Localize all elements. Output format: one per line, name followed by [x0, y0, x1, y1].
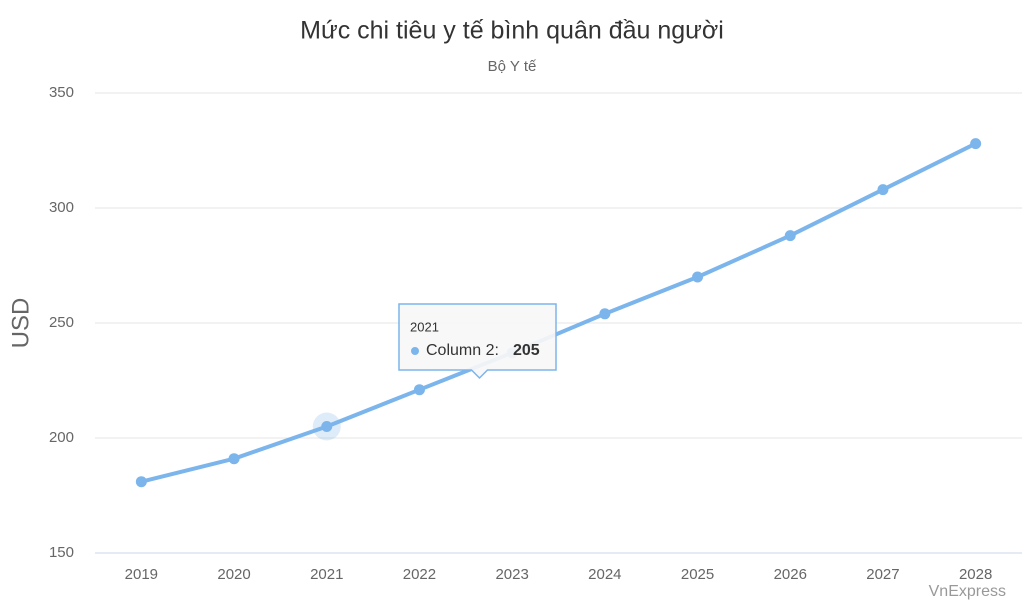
y-tick-label: 200 — [49, 429, 74, 446]
x-tick-label: 2020 — [217, 566, 250, 583]
tooltip-label: Column 2: — [426, 342, 499, 359]
x-tick-label: 2021 — [310, 566, 343, 583]
y-tick-label: 150 — [49, 544, 74, 561]
point — [877, 184, 889, 196]
x-tick-label: 2023 — [495, 566, 528, 583]
x-tick-label: 2026 — [774, 566, 807, 583]
point — [970, 138, 982, 150]
y-tick-label: 350 — [49, 84, 74, 101]
x-tick-label: 2022 — [403, 566, 436, 583]
y-tick-label: 300 — [49, 199, 74, 216]
y-axis-label: USD — [7, 298, 34, 349]
series-line — [140, 141, 977, 484]
x-tick-label: 2024 — [588, 566, 621, 583]
chart-title: Mức chi tiêu y tế bình quân đầu người — [300, 17, 724, 45]
point — [321, 421, 333, 432]
y-tick-label: 250 — [49, 314, 74, 331]
point — [692, 271, 704, 283]
point — [413, 384, 425, 396]
tooltip-value: 205 — [513, 342, 540, 359]
x-tick-label: 2028 — [959, 566, 992, 583]
tooltip-title: 2021 — [410, 319, 439, 334]
x-tick-label: 2019 — [125, 566, 158, 583]
point — [135, 476, 147, 488]
point — [599, 308, 611, 320]
x-tick-label: 2027 — [866, 566, 899, 583]
x-tick-label: 2025 — [681, 566, 714, 583]
tooltip-dot — [411, 347, 419, 355]
watermark: VnExpress — [929, 583, 1006, 600]
tooltip-box — [398, 303, 557, 380]
chart-subtitle: Bộ Y tế — [488, 58, 537, 75]
point — [228, 453, 240, 465]
point — [784, 230, 796, 242]
